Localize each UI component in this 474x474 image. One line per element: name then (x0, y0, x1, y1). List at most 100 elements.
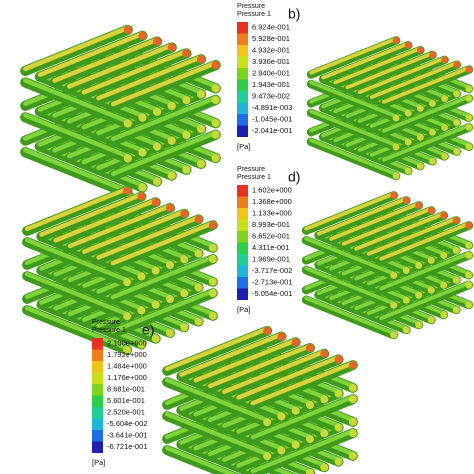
rod-highlight (207, 343, 313, 389)
rod-end (138, 183, 147, 192)
rod-end (429, 157, 436, 165)
rod-end (196, 55, 206, 64)
rod-end (404, 109, 412, 117)
color-swatch (92, 395, 103, 407)
rod-end (208, 221, 217, 230)
rod-end (137, 272, 146, 281)
rod-end (429, 128, 436, 136)
legend-subtitle: Pressure 1 (92, 327, 126, 334)
color-swatch (237, 33, 248, 45)
level-label: 1.484e+000 (107, 362, 147, 371)
color-swatch (237, 22, 248, 34)
rod-end (415, 321, 423, 329)
unit-label: [Pa] (237, 142, 250, 151)
rod-end (208, 255, 217, 264)
rod-highlight (24, 186, 130, 232)
rod-end (151, 300, 160, 309)
rod-end (211, 130, 220, 139)
unit-label: [Pa] (237, 305, 250, 314)
rod-end (263, 452, 272, 461)
rod-highlight (379, 251, 471, 291)
rod-end (465, 301, 473, 309)
rod-highlight (309, 109, 398, 148)
rod-highlight (382, 66, 471, 104)
rod-end (415, 261, 423, 269)
rod-highlight (379, 221, 471, 261)
rod-end (137, 340, 146, 349)
rod-end (452, 217, 460, 224)
rod-end (453, 119, 461, 127)
rod-end (392, 37, 400, 44)
color-swatch (237, 125, 248, 137)
rod-end (277, 446, 286, 455)
rod-highlight (250, 428, 356, 474)
color-swatch (237, 277, 248, 289)
rod-end (404, 41, 412, 49)
legend-subtitle: Pressure 1 (237, 174, 271, 181)
rod-end (348, 429, 357, 438)
rod-end (441, 56, 449, 64)
rod-highlight (24, 271, 130, 317)
rod-end (180, 323, 189, 332)
rod-end (465, 123, 473, 131)
rod-highlight (379, 281, 471, 321)
level-label: 1.368e+000 (252, 197, 292, 206)
rod-end (348, 451, 357, 460)
rod-highlight (329, 201, 421, 241)
rod-highlight (345, 51, 435, 90)
rod-highlight (23, 25, 131, 72)
level-label: 8.993e-001 (252, 220, 290, 229)
rod-highlight (52, 37, 160, 83)
rod-highlight (110, 220, 216, 266)
level-label: -3.641e-001 (107, 431, 147, 440)
level-label: 2.520e-001 (107, 408, 145, 417)
rod-end (306, 344, 314, 352)
rod-end (416, 104, 424, 112)
rod-highlight (354, 211, 446, 251)
rod-highlight (304, 236, 396, 276)
color-swatch (92, 407, 103, 419)
rod-highlight (309, 138, 398, 176)
color-swatch (237, 185, 248, 197)
rod-highlight (309, 80, 398, 119)
rod-end (392, 172, 400, 180)
color-swatch (237, 45, 248, 57)
color-swatch (237, 79, 248, 91)
color-swatch (92, 430, 103, 442)
rod-end (153, 107, 162, 116)
rod-highlight (179, 332, 284, 377)
rod-highlight (250, 394, 356, 440)
rod-end (151, 334, 160, 343)
rod-end (123, 312, 132, 321)
color-swatch (92, 418, 103, 430)
rod-end (452, 246, 460, 254)
rod-end (402, 296, 410, 304)
rod-end (441, 124, 449, 131)
rod-end (180, 209, 189, 218)
rod-end (348, 395, 357, 404)
rod-highlight (193, 338, 298, 383)
level-label: 1.602e+000 (252, 186, 292, 195)
level-label: 1.133e+000 (252, 209, 292, 218)
rod-end (453, 90, 461, 98)
rod-end (453, 61, 461, 69)
rod-highlight (110, 95, 218, 142)
rod-end (440, 212, 448, 219)
color-swatch (237, 196, 248, 208)
level-label: -2.041e-001 (252, 126, 292, 135)
rod-end (320, 349, 329, 358)
rod-end (465, 114, 473, 122)
rod-end (151, 198, 160, 207)
color-swatch (237, 265, 248, 277)
rod-end (320, 463, 329, 472)
level-label: 2.940e-001 (252, 69, 290, 78)
rod-end (452, 306, 460, 314)
rod-highlight (366, 216, 459, 256)
rod-end (182, 49, 191, 58)
rod-end (427, 286, 435, 294)
rod-end (167, 101, 176, 111)
rod-highlight (37, 31, 145, 77)
